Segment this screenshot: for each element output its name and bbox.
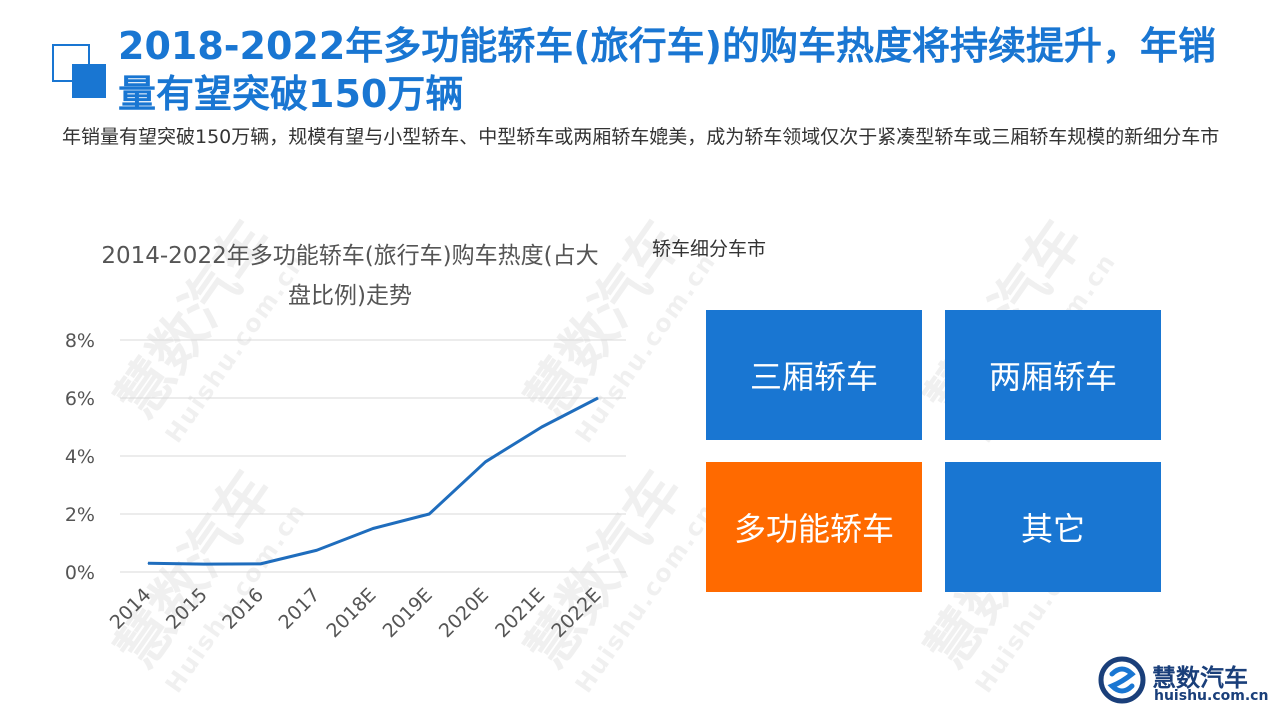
segment-tile-other: 其它: [945, 462, 1161, 592]
brand-logo: 慧数汽车 huishu.com.cn: [1098, 656, 1268, 708]
page-title: 2018-2022年多功能轿车(旅行车)的购车热度将持续提升，年销量有望突破15…: [118, 24, 1217, 116]
chart-series: [147, 396, 599, 566]
x-tick-label: 2020E: [435, 584, 493, 642]
chart-title: 2014-2022年多功能轿车(旅行车)购车热度(占大盘比例)走势: [101, 243, 599, 309]
logo-name: 慧数汽车: [1152, 664, 1248, 692]
y-tick-label: 4%: [65, 446, 95, 468]
data-point: [597, 397, 599, 399]
x-tick-label: 2022E: [547, 584, 605, 642]
data-point: [541, 426, 543, 428]
x-axis-ticks: 2014 2015 2016 20172018E2019E2020E2021E2022…: [106, 584, 606, 642]
y-tick-label: 6%: [65, 388, 95, 410]
data-point: [316, 549, 318, 551]
x-tick-label: 2015: [162, 584, 212, 634]
y-tick-label: 2%: [65, 504, 95, 526]
segments-title: 轿车细分车市: [652, 238, 767, 260]
data-point: [147, 562, 149, 564]
x-tick-label: 2019E: [379, 584, 437, 642]
data-point: [485, 461, 486, 463]
segment-tile-sedan: 三厢轿车: [706, 310, 922, 440]
segment-tile-hatchback: 两厢轿车: [945, 310, 1161, 440]
data-point: [260, 563, 261, 565]
x-tick-label: 2014: [106, 584, 156, 634]
segment-tile-multipurpose: 多功能轿车: [706, 462, 922, 592]
data-point: [372, 528, 374, 529]
x-tick-label: 2016: [218, 584, 268, 634]
y-tick-label: 0%: [65, 562, 95, 584]
x-tick-label: 2018E: [322, 584, 380, 642]
data-point: [203, 563, 205, 565]
huishu-logo-icon: [1098, 656, 1146, 704]
title-decoration: [52, 44, 108, 100]
chart-gridlines: [120, 339, 626, 573]
x-tick-label: 2017: [275, 584, 325, 634]
data-point: [428, 513, 430, 515]
decoration-filled-square: [72, 64, 106, 98]
page-subtitle: 年销量有望突破150万辆，规模有望与小型轿车、中型轿车或两厢轿车媲美，成为轿车领…: [62, 126, 1220, 148]
y-tick-label: 8%: [65, 330, 95, 352]
y-axis-ticks: 0% 2% 4% 6% 8%: [65, 330, 95, 584]
decoration-outline-square: [52, 44, 90, 82]
x-tick-label: 2021E: [491, 584, 549, 642]
logo-url: huishu.com.cn: [1154, 688, 1269, 704]
series-line: [147, 396, 599, 566]
